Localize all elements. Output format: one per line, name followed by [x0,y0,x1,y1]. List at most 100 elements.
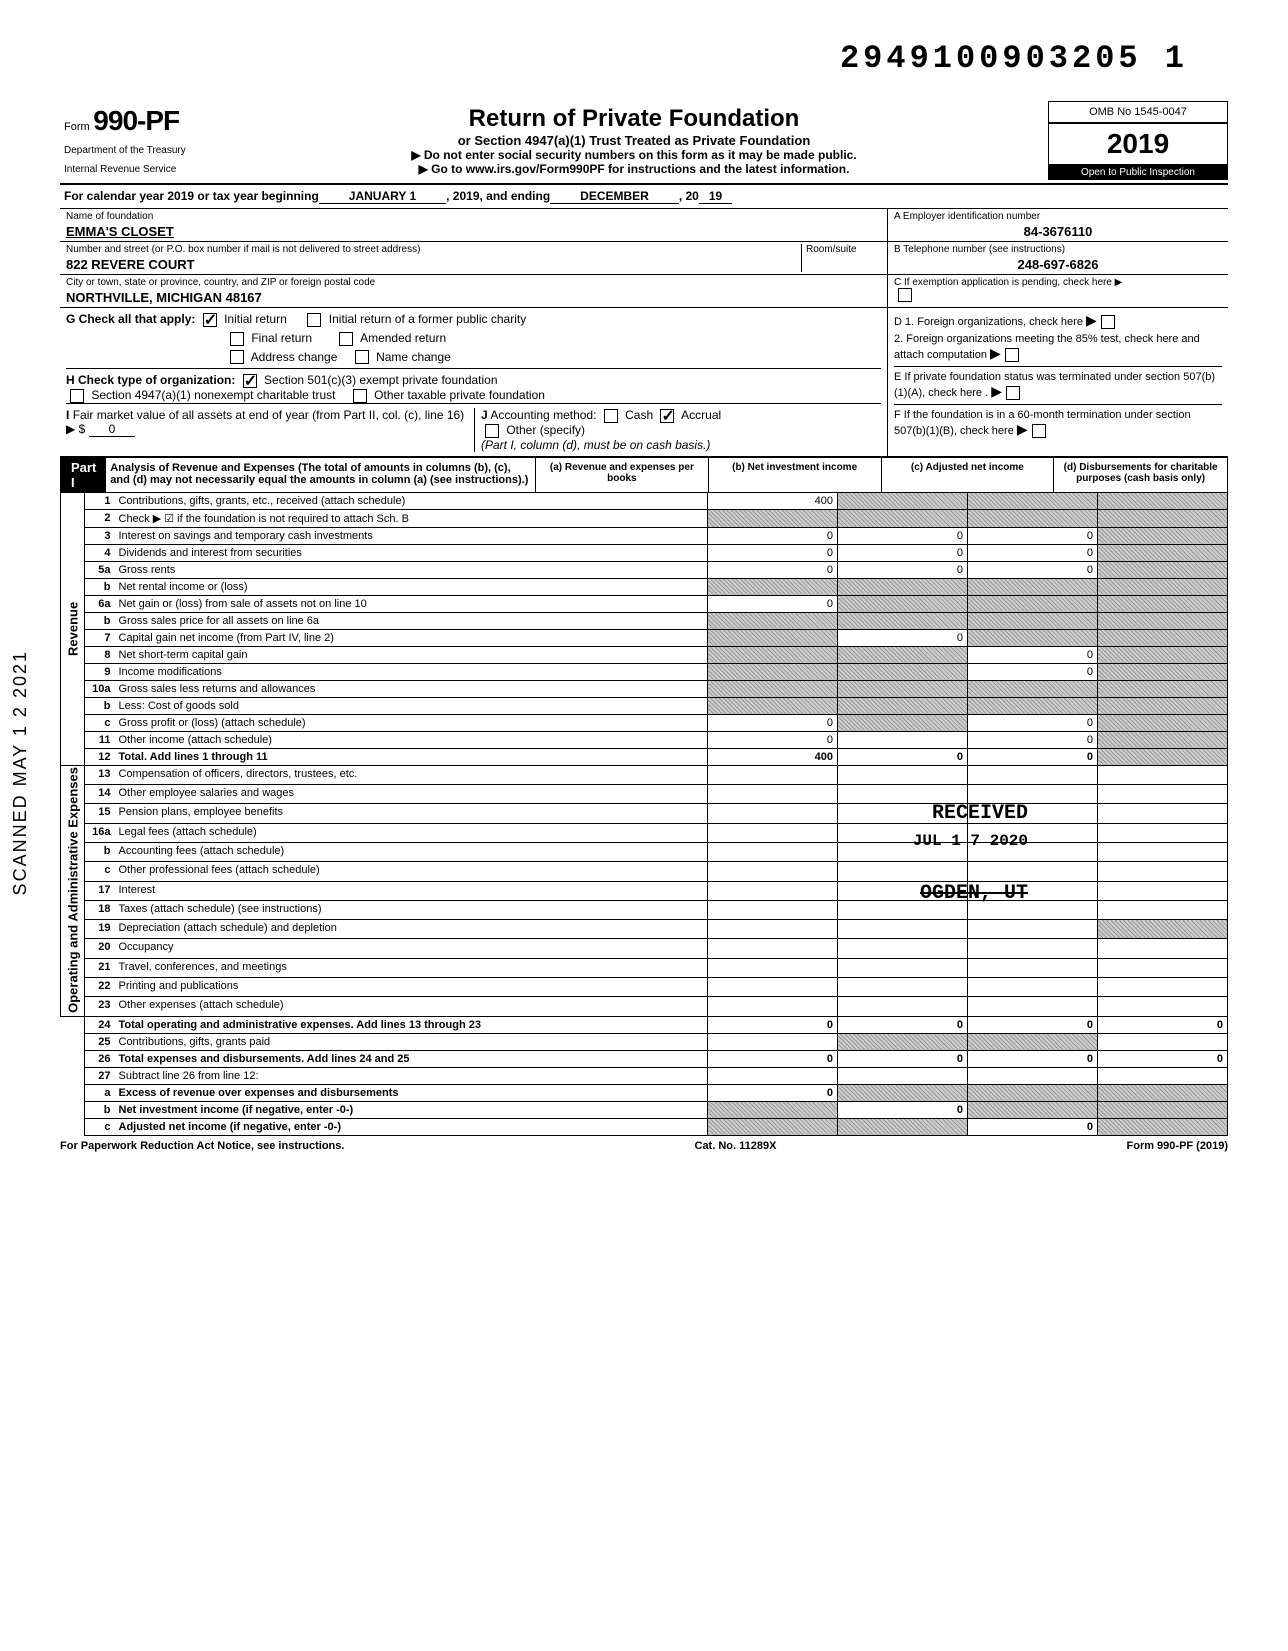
cell-d [1098,881,1228,900]
c-checkbox[interactable] [898,288,912,302]
end-month: DECEMBER [550,189,679,204]
cell-d [1098,544,1228,561]
cell-c [968,978,1098,997]
row-description: Capital gain net income (from Part IV, l… [115,629,708,646]
d1-checkbox[interactable] [1101,315,1115,329]
cell-c [968,958,1098,977]
cell-d [1098,561,1228,578]
cell-b [838,978,968,997]
cell-c [968,823,1098,842]
cell-b: 0 [838,1101,968,1118]
cell-b [838,1067,968,1084]
h-label: H Check type of organization: [66,373,235,387]
table-row: 25Contributions, gifts, grants paid [61,1033,1228,1050]
g-opt1: Initial return [224,312,287,326]
cell-c [968,881,1098,900]
address-change-checkbox[interactable] [230,350,244,364]
4947-checkbox[interactable] [70,389,84,403]
row-number: 18 [85,900,115,919]
cash-checkbox[interactable] [604,409,618,423]
g-opt2: Initial return of a former public charit… [329,312,526,326]
table-row: Operating and Administrative Expenses13C… [61,765,1228,784]
cell-c [968,804,1098,823]
row-description: Other employee salaries and wages [115,785,708,804]
section-gh: G Check all that apply: Initial return I… [60,308,1228,457]
cell-c [968,492,1098,509]
f-checkbox[interactable] [1032,424,1046,438]
inspection-label: Open to Public Inspection [1048,165,1228,180]
cell-a [708,842,838,861]
former-charity-checkbox[interactable] [307,313,321,327]
e-checkbox[interactable] [1006,386,1020,400]
footer-center: Cat. No. 11289X [695,1140,777,1152]
ein-label: A Employer identification number [894,211,1222,222]
table-row: 5aGross rents000 [61,561,1228,578]
cell-c [968,1033,1098,1050]
cell-d [1098,612,1228,629]
cell-d [1098,578,1228,595]
cell-a: 0 [708,595,838,612]
row-description: Total operating and administrative expen… [115,1016,708,1033]
row-description: Contributions, gifts, grants paid [115,1033,708,1050]
initial-return-checkbox[interactable] [203,313,217,327]
d1-label: D 1. Foreign organizations, check here [894,316,1083,328]
row-number: 24 [85,1016,115,1033]
dept-label: Department of the Treasury [64,145,216,156]
other-taxable-checkbox[interactable] [353,389,367,403]
accrual-checkbox[interactable] [660,409,674,423]
row-number: b [85,697,115,714]
d2-checkbox[interactable] [1005,348,1019,362]
begin-date: JANUARY 1 [319,189,446,204]
cell-a [708,785,838,804]
cell-b [838,578,968,595]
cell-b [838,612,968,629]
row-description: Income modifications [115,663,708,680]
j-note: (Part I, column (d), must be on cash bas… [481,438,710,452]
foundation-info: Name of foundation EMMA'S CLOSET Number … [60,209,1228,308]
cell-c [968,920,1098,939]
cell-a: 400 [708,748,838,765]
name-change-checkbox[interactable] [355,350,369,364]
table-row: bLess: Cost of goods sold [61,697,1228,714]
cell-a: 400 [708,492,838,509]
cell-a [708,997,838,1016]
amended-return-checkbox[interactable] [339,332,353,346]
form-title: Return of Private Foundation [224,105,1044,133]
row-number: 15 [85,804,115,823]
cell-a [708,1101,838,1118]
cell-b [838,680,968,697]
cell-a: 0 [708,1084,838,1101]
cell-d [1098,842,1228,861]
row-number: 11 [85,731,115,748]
cell-b [838,492,968,509]
cell-c: 0 [968,544,1098,561]
cell-c [968,578,1098,595]
footer: For Paperwork Reduction Act Notice, see … [60,1136,1228,1152]
form-subtitle: or Section 4947(a)(1) Trust Treated as P… [224,133,1044,148]
cell-c [968,842,1098,861]
cell-b [838,1033,968,1050]
table-row: bGross sales price for all assets on lin… [61,612,1228,629]
other-method-checkbox[interactable] [485,424,499,438]
row-description: Travel, conferences, and meetings [115,958,708,977]
cell-c [968,900,1098,919]
form-number: 990-PF [93,105,179,136]
row-description: Net gain or (loss) from sale of assets n… [115,595,708,612]
j-other: Other (specify) [506,423,585,437]
cell-d [1098,804,1228,823]
cell-b [838,958,968,977]
row-description: Subtract line 26 from line 12: [115,1067,708,1084]
501c3-checkbox[interactable] [243,374,257,388]
cell-a: 0 [708,544,838,561]
cal-suffix: , 20 [679,189,699,204]
cell-b [838,920,968,939]
row-description: Other income (attach schedule) [115,731,708,748]
cell-a [708,823,838,842]
table-row: 7Capital gain net income (from Part IV, … [61,629,1228,646]
row-description: Contributions, gifts, grants, etc., rece… [115,492,708,509]
cell-d [1098,663,1228,680]
cell-c: 0 [968,731,1098,748]
final-return-checkbox[interactable] [230,332,244,346]
cell-a [708,680,838,697]
cell-c [968,862,1098,881]
